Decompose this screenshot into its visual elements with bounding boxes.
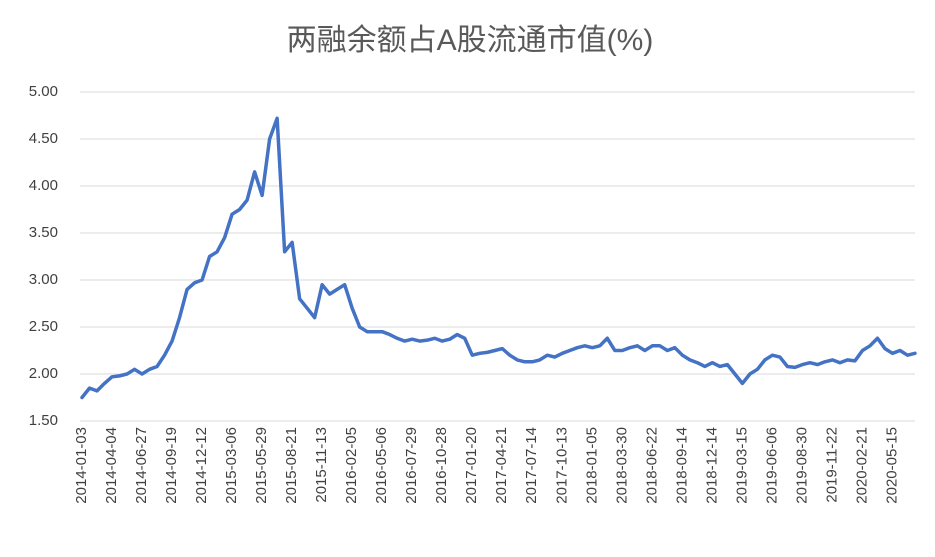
x-tick-label: 2018-12-14 xyxy=(703,427,720,504)
line-series xyxy=(80,116,917,400)
x-tick-label: 2019-08-30 xyxy=(793,427,810,504)
x-tick-label: 2017-04-21 xyxy=(493,427,510,504)
x-tick-label: 2017-01-20 xyxy=(463,427,480,504)
x-tick-label: 2014-04-04 xyxy=(103,427,120,504)
x-tick-label: 2018-09-14 xyxy=(673,427,690,504)
x-tick-label: 2015-03-06 xyxy=(223,427,240,504)
x-tick-label: 2016-02-05 xyxy=(343,427,360,504)
y-tick-label: 3.00 xyxy=(29,271,58,288)
y-tick-label: 2.50 xyxy=(29,318,58,335)
x-tick-label: 2015-11-13 xyxy=(313,427,330,503)
chart-title: 两融余额占A股流通市值(%) xyxy=(287,24,654,57)
y-tick-label: 2.00 xyxy=(29,365,58,382)
x-tick-label: 2019-11-22 xyxy=(823,427,840,503)
x-tick-label: 2018-01-05 xyxy=(583,427,600,504)
x-tick-label: 2015-08-21 xyxy=(283,427,300,504)
x-tick-label: 2014-06-27 xyxy=(133,427,150,504)
x-tick-label: 2018-03-30 xyxy=(613,427,630,504)
x-tick-label: 2016-05-06 xyxy=(373,427,390,504)
x-tick-label: 2014-09-19 xyxy=(163,427,180,504)
x-tick-label: 2015-05-29 xyxy=(253,427,270,504)
y-tick-label: 3.50 xyxy=(29,224,58,241)
y-tick-label: 4.00 xyxy=(29,177,58,194)
y-tick-label: 1.50 xyxy=(29,412,58,429)
y-tick-label: 4.50 xyxy=(29,130,58,147)
x-tick-label: 2019-03-15 xyxy=(733,427,750,504)
x-tick-label: 2020-05-15 xyxy=(883,427,900,504)
x-tick-label: 2019-06-06 xyxy=(763,427,780,504)
x-tick-label: 2017-07-14 xyxy=(523,427,540,504)
x-tick-label: 2016-10-28 xyxy=(433,427,450,504)
x-tick-label: 2014-01-03 xyxy=(73,427,90,504)
x-tick-label: 2020-02-21 xyxy=(853,427,870,504)
x-tick-label: 2017-10-13 xyxy=(553,427,570,504)
y-tick-label: 5.00 xyxy=(29,83,58,100)
x-tick-label: 2014-12-12 xyxy=(193,427,210,504)
x-tick-label: 2018-06-22 xyxy=(643,427,660,504)
x-tick-label: 2016-07-29 xyxy=(403,427,420,504)
